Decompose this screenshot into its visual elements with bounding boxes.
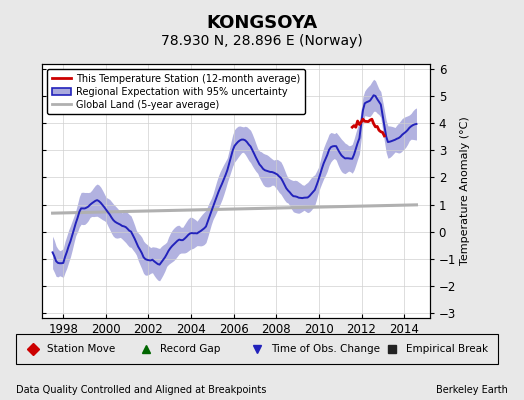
Y-axis label: Temperature Anomaly (°C): Temperature Anomaly (°C) — [460, 117, 470, 265]
Text: Berkeley Earth: Berkeley Earth — [436, 385, 508, 395]
Text: KONGSOYA: KONGSOYA — [206, 14, 318, 32]
Text: Empirical Break: Empirical Break — [406, 344, 488, 354]
Text: Station Move: Station Move — [47, 344, 115, 354]
Text: 78.930 N, 28.896 E (Norway): 78.930 N, 28.896 E (Norway) — [161, 34, 363, 48]
Text: Data Quality Controlled and Aligned at Breakpoints: Data Quality Controlled and Aligned at B… — [16, 385, 266, 395]
Legend: This Temperature Station (12-month average), Regional Expectation with 95% uncer: This Temperature Station (12-month avera… — [47, 69, 305, 114]
Text: Time of Obs. Change: Time of Obs. Change — [271, 344, 380, 354]
Text: Record Gap: Record Gap — [160, 344, 221, 354]
